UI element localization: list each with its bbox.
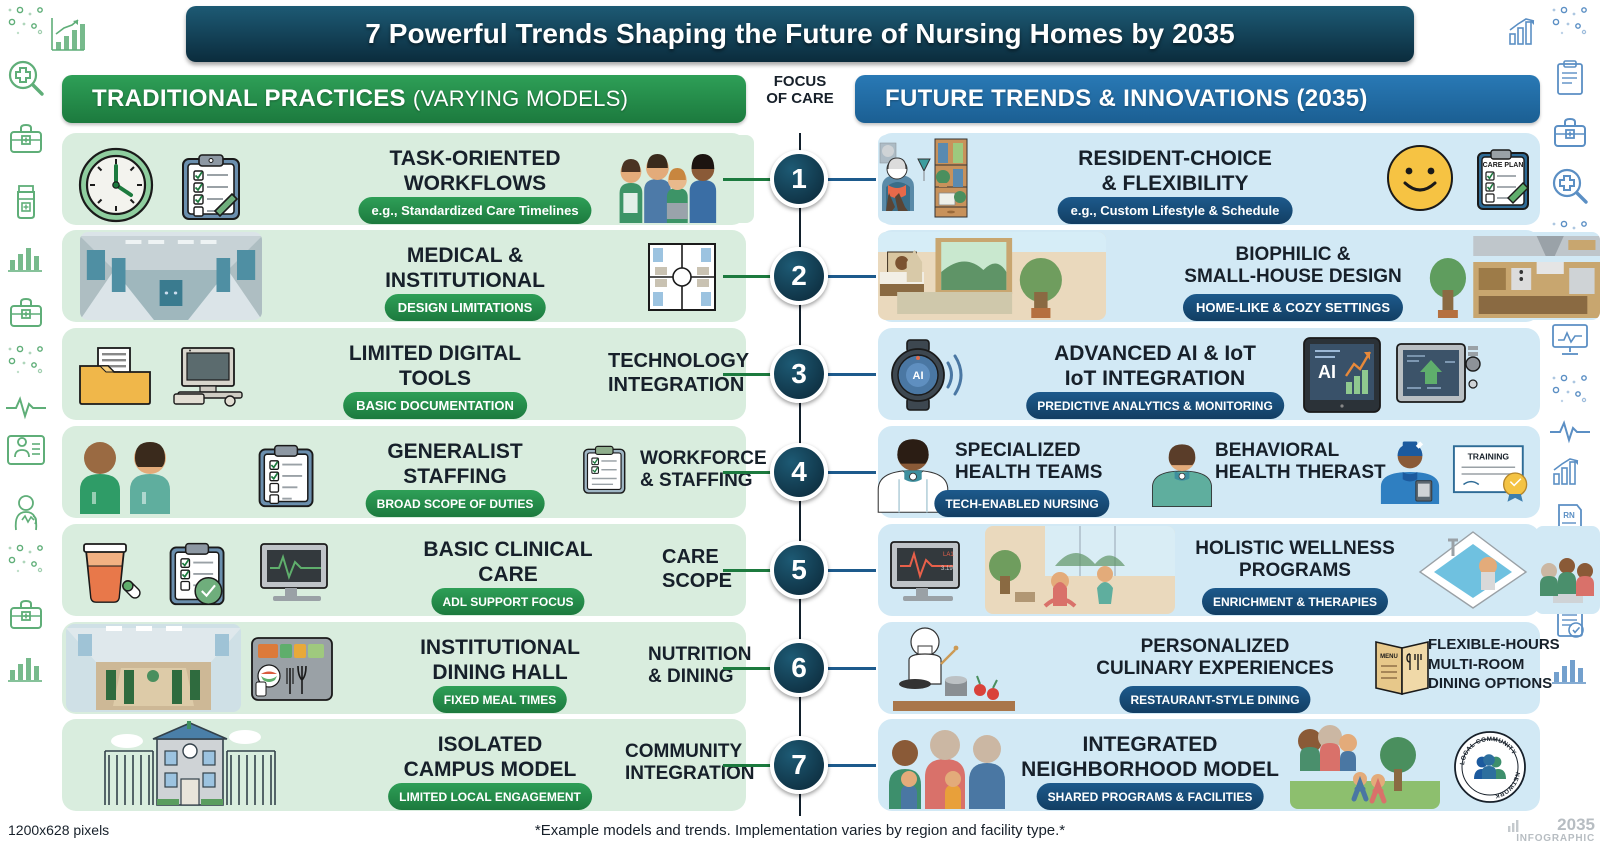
svg-text:3.19: 3.19 — [941, 566, 953, 572]
svg-text:LA1: LA1 — [943, 552, 954, 558]
svg-text:CARE PLAN: CARE PLAN — [1483, 162, 1524, 169]
svg-text:MENU: MENU — [1380, 654, 1398, 660]
svg-text:TRAINING: TRAINING — [1468, 452, 1510, 462]
svg-text:AI: AI — [1318, 362, 1336, 382]
svg-text:AI: AI — [913, 370, 924, 382]
